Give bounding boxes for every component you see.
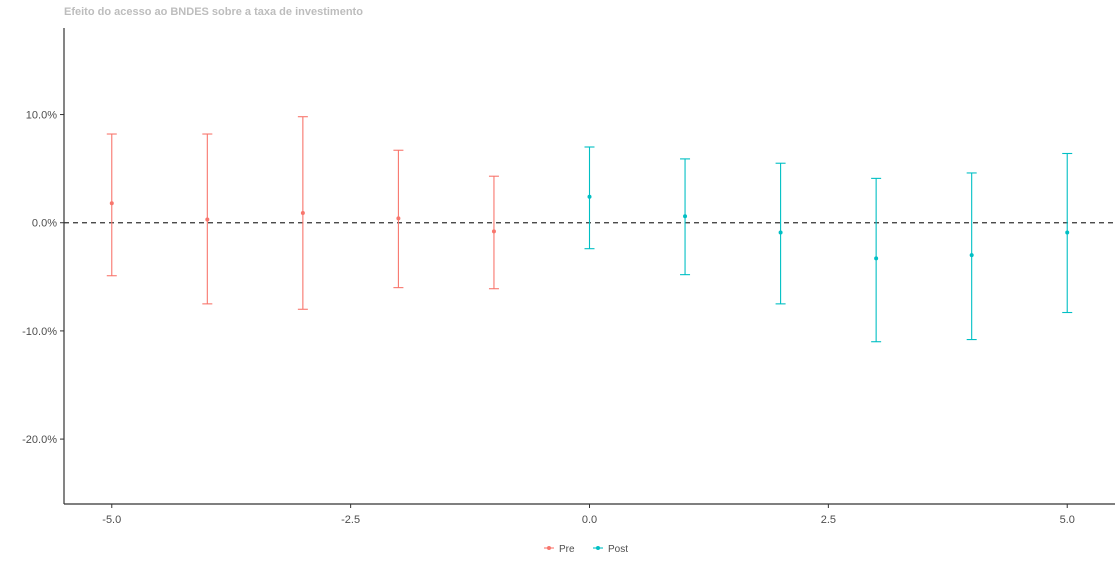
point-estimate — [109, 201, 114, 206]
marks — [106, 116, 1073, 343]
point-estimate — [1065, 230, 1070, 235]
x-tick-label: 0.0 — [582, 514, 597, 526]
point-estimate — [587, 194, 592, 199]
x-tick-label: -2.5 — [341, 514, 360, 526]
legend-key-point — [596, 546, 600, 550]
y-tick-label: 0.0% — [32, 218, 57, 230]
point-estimate — [396, 216, 401, 221]
axes: 10.0% 0.0% -10.0% -20.0% -5.0 -2.5 0.0 2.5 5.0 — [22, 28, 1115, 526]
point-estimate — [491, 229, 496, 234]
chart-title: Efeito do acesso ao BNDES sobre a taxa d… — [64, 6, 363, 18]
x-tick-label: -5.0 — [102, 514, 121, 526]
y-tick-label: -10.0% — [22, 326, 57, 338]
point-estimate — [300, 210, 305, 215]
legend-label: Post — [608, 544, 628, 555]
point-estimate — [778, 230, 783, 235]
legend-label: Pre — [559, 544, 575, 555]
y-tick-label: -20.0% — [22, 434, 57, 446]
legend-key-point — [547, 546, 551, 550]
legend: Pre Post — [544, 544, 628, 555]
point-estimate — [969, 253, 974, 258]
y-tick-label: 10.0% — [26, 110, 57, 122]
point-estimate — [205, 217, 210, 222]
point-estimate — [683, 214, 688, 219]
x-tick-label: 5.0 — [1060, 514, 1075, 526]
point-estimate — [874, 256, 879, 261]
x-tick-label: 2.5 — [821, 514, 836, 526]
